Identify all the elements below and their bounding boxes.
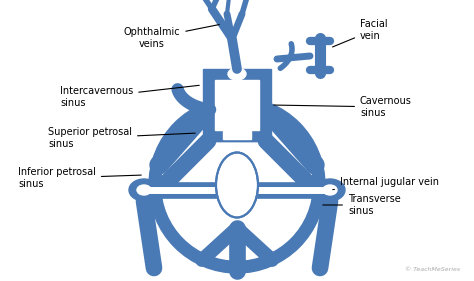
Text: Inferior petrosal
sinus: Inferior petrosal sinus	[18, 167, 141, 189]
Polygon shape	[223, 107, 251, 139]
Text: © TeachMeSeries: © TeachMeSeries	[405, 267, 460, 272]
Ellipse shape	[129, 179, 159, 201]
Text: Cavernous
sinus: Cavernous sinus	[274, 96, 412, 118]
Text: Internal jugular vein: Internal jugular vein	[333, 177, 439, 190]
Text: Intercavernous
sinus: Intercavernous sinus	[60, 85, 199, 108]
Ellipse shape	[228, 68, 246, 80]
Ellipse shape	[137, 185, 151, 195]
Text: Superior petrosal
sinus: Superior petrosal sinus	[48, 127, 195, 149]
Ellipse shape	[149, 97, 325, 273]
Ellipse shape	[315, 179, 345, 201]
Polygon shape	[215, 80, 259, 130]
Text: Transverse
sinus: Transverse sinus	[323, 194, 401, 216]
Ellipse shape	[216, 153, 258, 217]
Ellipse shape	[323, 185, 337, 195]
Text: Ophthalmic
veins: Ophthalmic veins	[124, 24, 219, 49]
Text: Facial
vein: Facial vein	[333, 19, 388, 47]
Ellipse shape	[162, 110, 312, 260]
Polygon shape	[203, 69, 271, 141]
Polygon shape	[213, 102, 261, 141]
Ellipse shape	[216, 153, 258, 217]
